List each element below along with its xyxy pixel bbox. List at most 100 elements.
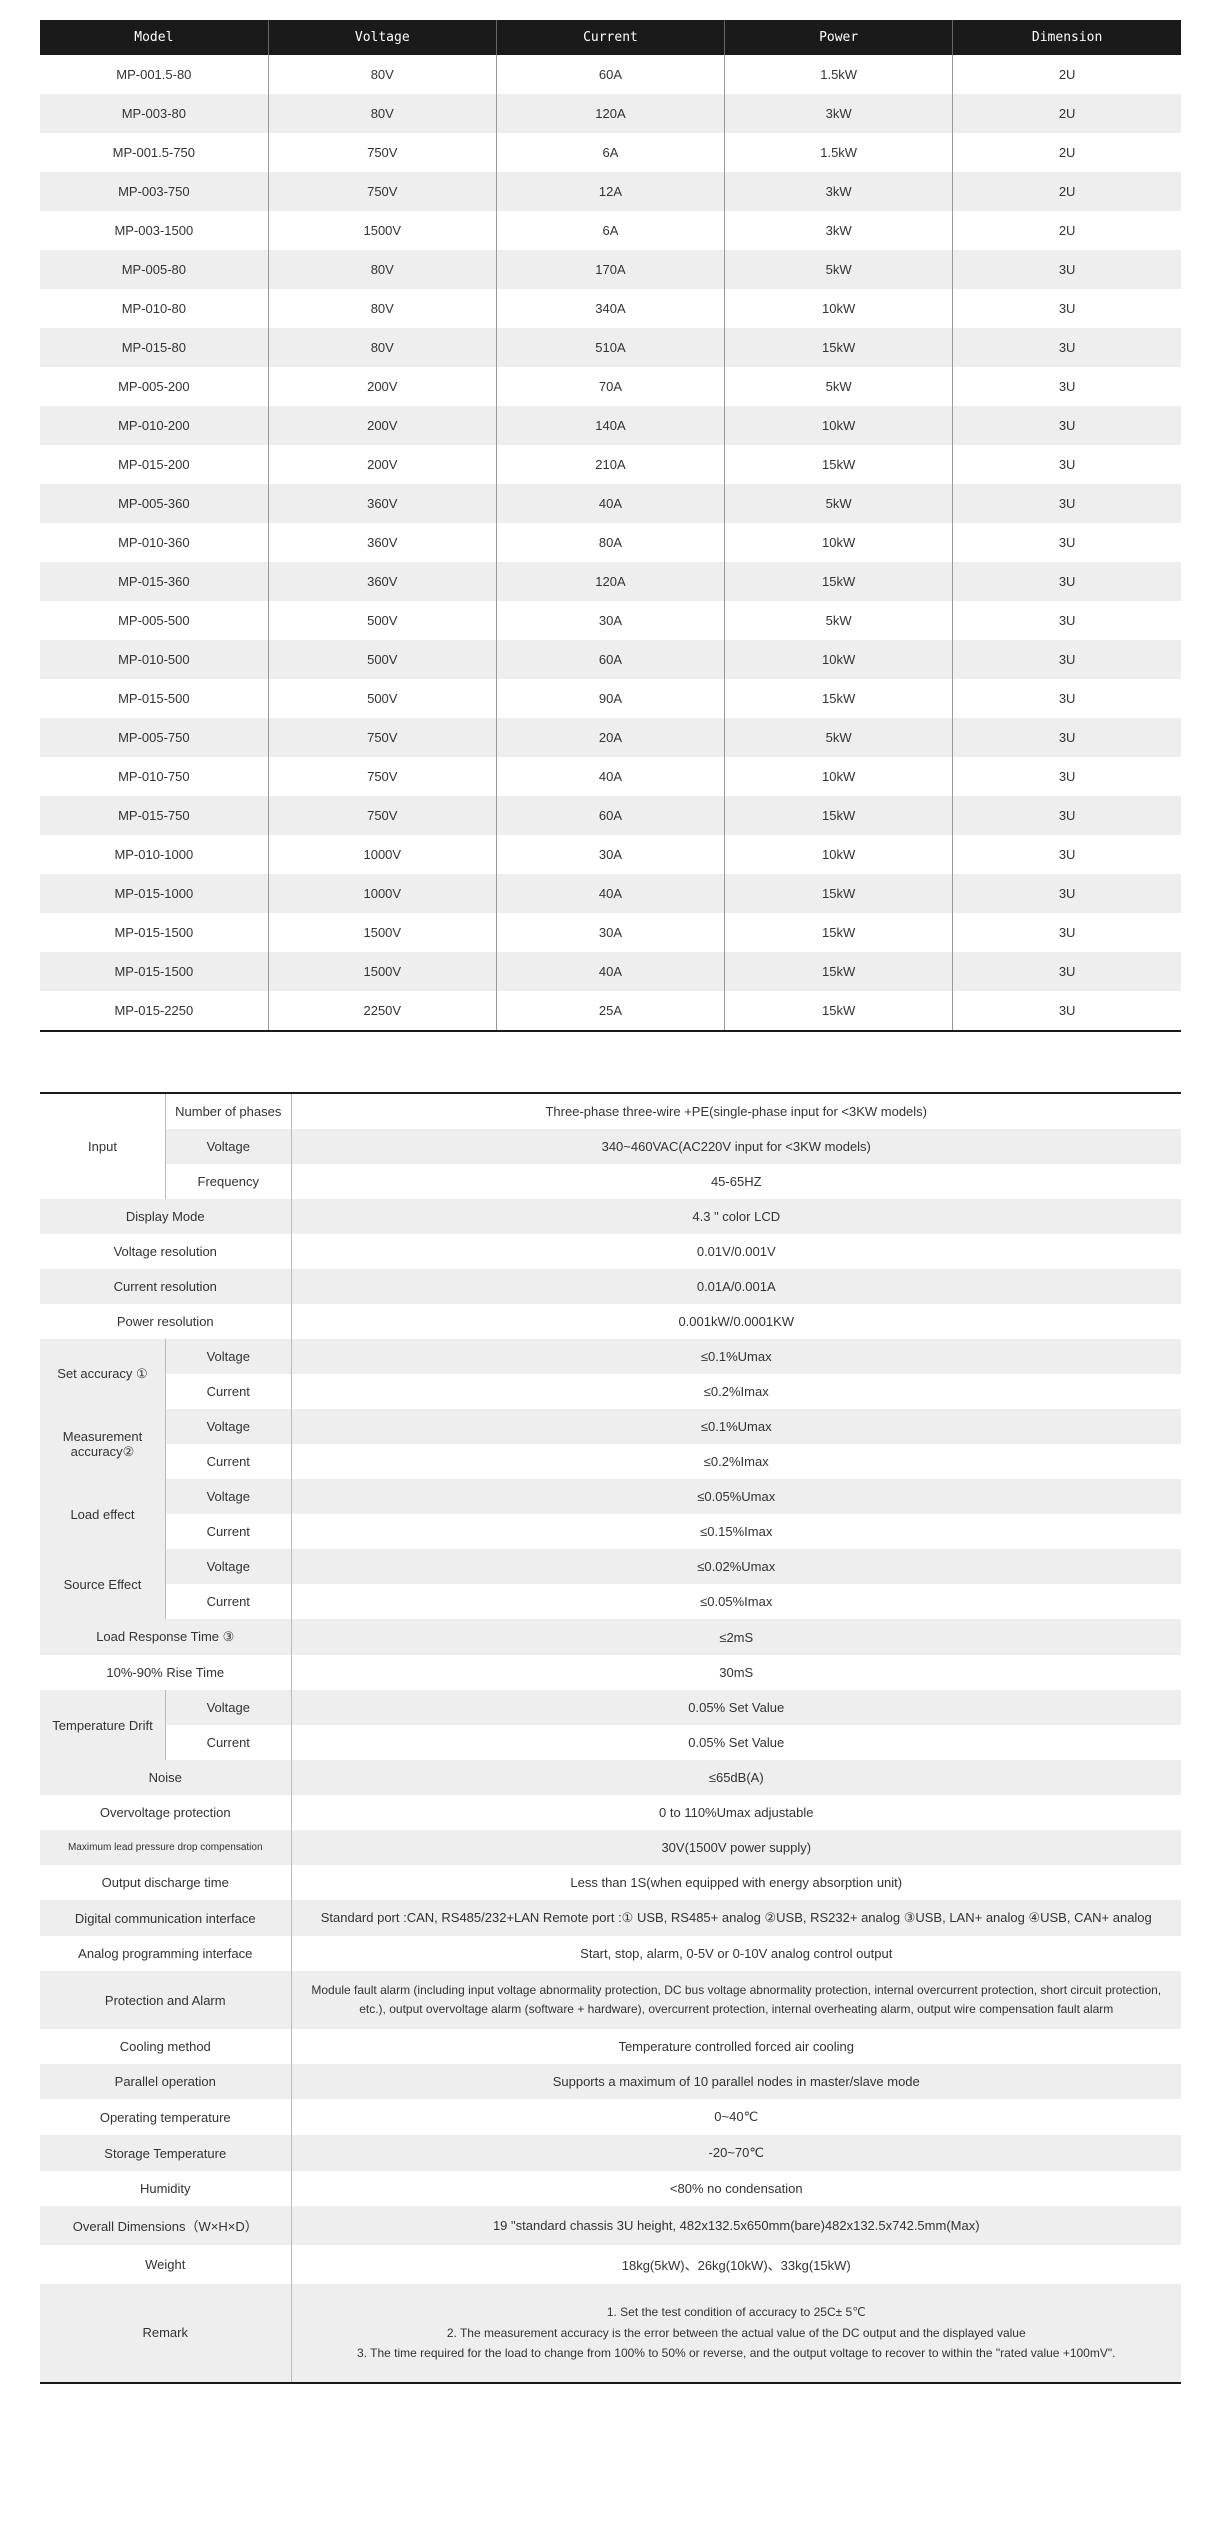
label-humidity: Humidity bbox=[40, 2171, 291, 2206]
label-temp-drift-voltage: Voltage bbox=[166, 1690, 292, 1725]
table-cell: 200V bbox=[268, 367, 496, 406]
table-cell: 3U bbox=[953, 406, 1181, 445]
spec-row: Measurement accuracy② Voltage ≤0.1%Umax bbox=[40, 1409, 1181, 1444]
spec-row: 10%-90% Rise Time 30mS bbox=[40, 1655, 1181, 1690]
table-cell: 30A bbox=[496, 835, 724, 874]
spec-row: Current ≤0.2%Imax bbox=[40, 1374, 1181, 1409]
table-cell: 360V bbox=[268, 562, 496, 601]
table-cell: 3U bbox=[953, 640, 1181, 679]
value-max-lead-pressure: 30V(1500V power supply) bbox=[291, 1830, 1181, 1865]
label-temp-drift-current: Current bbox=[166, 1725, 292, 1760]
table-cell: MP-005-200 bbox=[40, 367, 268, 406]
table-cell: 80V bbox=[268, 55, 496, 94]
spec-row: Output discharge time Less than 1S(when … bbox=[40, 1865, 1181, 1900]
table-row: MP-005-200200V70A5kW3U bbox=[40, 367, 1181, 406]
label-analog-programming: Analog programming interface bbox=[40, 1936, 291, 1971]
table-cell: MP-015-1500 bbox=[40, 913, 268, 952]
table-cell: 80V bbox=[268, 250, 496, 289]
value-protection-alarm: Module fault alarm (including input volt… bbox=[291, 1971, 1181, 2029]
table-cell: 2U bbox=[953, 94, 1181, 133]
label-load-effect-current: Current bbox=[166, 1514, 292, 1549]
label-measurement-current: Current bbox=[166, 1444, 292, 1479]
table-cell: 3U bbox=[953, 874, 1181, 913]
label-load-effect-voltage: Voltage bbox=[166, 1479, 292, 1514]
table-row: MP-010-200200V140A10kW3U bbox=[40, 406, 1181, 445]
table-cell: 3U bbox=[953, 913, 1181, 952]
label-digital-communication: Digital communication interface bbox=[40, 1900, 291, 1936]
table-cell: 2U bbox=[953, 55, 1181, 94]
table-cell: MP-015-360 bbox=[40, 562, 268, 601]
label-voltage-resolution: Voltage resolution bbox=[40, 1234, 291, 1269]
value-humidity: <80% no condensation bbox=[291, 2171, 1181, 2206]
label-measurement-voltage: Voltage bbox=[166, 1409, 292, 1444]
value-source-effect-voltage: ≤0.02%Umax bbox=[291, 1549, 1181, 1584]
value-load-effect-current: ≤0.15%Imax bbox=[291, 1514, 1181, 1549]
value-parallel-operation: Supports a maximum of 10 parallel nodes … bbox=[291, 2064, 1181, 2099]
spec-table-wrap: Input Number of phases Three-phase three… bbox=[40, 1092, 1181, 2384]
table-cell: 15kW bbox=[725, 445, 953, 484]
table-cell: 15kW bbox=[725, 679, 953, 718]
table-cell: 5kW bbox=[725, 367, 953, 406]
table-cell: 6A bbox=[496, 211, 724, 250]
table-row: MP-005-360360V40A5kW3U bbox=[40, 484, 1181, 523]
table-cell: 510A bbox=[496, 328, 724, 367]
table-cell: 40A bbox=[496, 952, 724, 991]
value-weight: 18kg(5kW)、26kg(10kW)、33kg(15kW) bbox=[291, 2245, 1181, 2284]
table-cell: 3U bbox=[953, 835, 1181, 874]
table-row: MP-010-750750V40A10kW3U bbox=[40, 757, 1181, 796]
spec-row: Operating temperature 0~40℃ bbox=[40, 2099, 1181, 2135]
label-noise: Noise bbox=[40, 1760, 291, 1795]
table-cell: 750V bbox=[268, 757, 496, 796]
table-row: MP-015-8080V510A15kW3U bbox=[40, 328, 1181, 367]
table-cell: 25A bbox=[496, 991, 724, 1031]
table-cell: MP-015-200 bbox=[40, 445, 268, 484]
table-cell: 2U bbox=[953, 172, 1181, 211]
table-cell: MP-015-2250 bbox=[40, 991, 268, 1031]
label-cooling-method: Cooling method bbox=[40, 2029, 291, 2064]
value-rise-time: 30mS bbox=[291, 1655, 1181, 1690]
value-operating-temperature: 0~40℃ bbox=[291, 2099, 1181, 2135]
table-cell: 80V bbox=[268, 328, 496, 367]
spec-row: Set accuracy ① Voltage ≤0.1%Umax bbox=[40, 1339, 1181, 1374]
label-measurement-accuracy: Measurement accuracy② bbox=[40, 1409, 166, 1479]
table-cell: 500V bbox=[268, 640, 496, 679]
table-cell: 3U bbox=[953, 796, 1181, 835]
label-max-lead-pressure: Maximum lead pressure drop compensation bbox=[40, 1830, 291, 1865]
table-cell: 340A bbox=[496, 289, 724, 328]
table-cell: 200V bbox=[268, 406, 496, 445]
table-cell: 10kW bbox=[725, 640, 953, 679]
table-cell: 80V bbox=[268, 94, 496, 133]
table-cell: MP-015-500 bbox=[40, 679, 268, 718]
table-cell: 750V bbox=[268, 172, 496, 211]
product-table: Model Voltage Current Power Dimension MP… bbox=[40, 20, 1181, 1032]
spec-row: Current ≤0.05%Imax bbox=[40, 1584, 1181, 1619]
table-cell: 3U bbox=[953, 250, 1181, 289]
label-load-effect: Load effect bbox=[40, 1479, 166, 1549]
table-cell: 1000V bbox=[268, 874, 496, 913]
table-cell: MP-015-750 bbox=[40, 796, 268, 835]
spec-row: Voltage resolution 0.01V/0.001V bbox=[40, 1234, 1181, 1269]
table-cell: 500V bbox=[268, 679, 496, 718]
spec-row: Current ≤0.15%Imax bbox=[40, 1514, 1181, 1549]
table-row: MP-015-750750V60A15kW3U bbox=[40, 796, 1181, 835]
spec-row: Humidity <80% no condensation bbox=[40, 2171, 1181, 2206]
value-source-effect-current: ≤0.05%Imax bbox=[291, 1584, 1181, 1619]
label-weight: Weight bbox=[40, 2245, 291, 2284]
table-cell: 15kW bbox=[725, 913, 953, 952]
table-cell: 1.5kW bbox=[725, 133, 953, 172]
value-measurement-current: ≤0.2%Imax bbox=[291, 1444, 1181, 1479]
table-cell: 5kW bbox=[725, 484, 953, 523]
table-cell: 750V bbox=[268, 133, 496, 172]
table-cell: 3U bbox=[953, 601, 1181, 640]
value-load-response-time: ≤2mS bbox=[291, 1619, 1181, 1655]
table-row: MP-015-360360V120A15kW3U bbox=[40, 562, 1181, 601]
table-cell: 3U bbox=[953, 679, 1181, 718]
table-cell: MP-010-750 bbox=[40, 757, 268, 796]
spec-row: Noise ≤65dB(A) bbox=[40, 1760, 1181, 1795]
value-overall-dimensions: 19 "standard chassis 3U height, 482x132.… bbox=[291, 2206, 1181, 2245]
table-row: MP-015-15001500V30A15kW3U bbox=[40, 913, 1181, 952]
label-temperature-drift: Temperature Drift bbox=[40, 1690, 166, 1760]
table-cell: 15kW bbox=[725, 874, 953, 913]
table-cell: 15kW bbox=[725, 328, 953, 367]
table-row: MP-010-8080V340A10kW3U bbox=[40, 289, 1181, 328]
